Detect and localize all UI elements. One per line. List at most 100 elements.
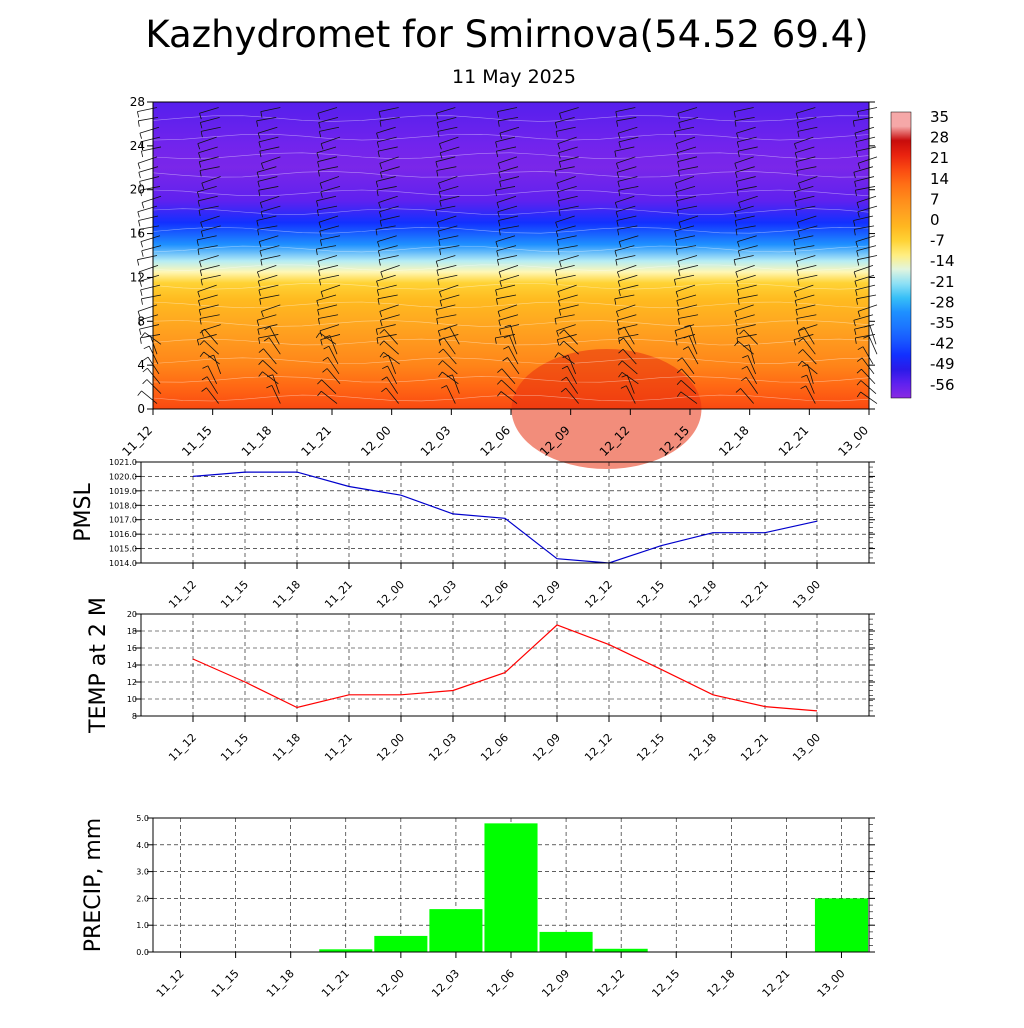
- wind-barb-feather: [558, 300, 561, 307]
- wind-barb: [734, 156, 754, 164]
- wind-barb-feather: [555, 230, 559, 238]
- wind-barb-feather: [376, 132, 379, 139]
- wind-barb: [676, 195, 697, 202]
- wind-barb-feather: [677, 209, 679, 216]
- wind-barb: [738, 340, 754, 355]
- contour-line: [152, 171, 870, 178]
- wind-barb: [559, 255, 579, 262]
- wind-barb-feather: [736, 337, 739, 344]
- temperature-field: [153, 102, 869, 409]
- wind-barb: [616, 156, 636, 164]
- wind-barb: [197, 186, 217, 193]
- wind-barb: [197, 235, 217, 241]
- wind-barb: [140, 235, 161, 242]
- wind-barb-feather: [497, 259, 500, 266]
- wind-barb-feather: [435, 161, 438, 168]
- contour-line: [152, 376, 870, 383]
- wind-barb-feather: [797, 230, 800, 238]
- wind-barb: [260, 255, 281, 261]
- y-tick-label: 16: [130, 227, 145, 241]
- wind-barb-feather: [677, 357, 683, 362]
- wind-barb-feather: [377, 298, 380, 305]
- wind-barb-feather: [197, 200, 200, 207]
- wind-barb-feather: [675, 249, 678, 256]
- wind-barb: [379, 205, 399, 213]
- wind-barb: [678, 116, 699, 123]
- x-tick-label: 12_21: [776, 423, 812, 459]
- wind-barb: [736, 324, 756, 330]
- wind-barb-feather: [614, 202, 618, 209]
- wind-barb: [558, 352, 575, 365]
- wind-barb-feather: [853, 172, 856, 179]
- wind-barb: [678, 264, 699, 271]
- wind-barb-feather: [137, 390, 142, 396]
- wind-barb-feather: [198, 161, 202, 168]
- wind-barb-feather: [737, 151, 740, 158]
- wind-barb-feather: [376, 289, 380, 296]
- wind-barb-feather: [556, 239, 559, 246]
- wind-barb: [556, 225, 576, 232]
- x-tick-label: 12_03: [418, 423, 454, 459]
- x-tick-label: 12_03: [426, 731, 459, 764]
- wind-barb: [319, 126, 340, 132]
- wind-barb-feather: [676, 152, 679, 159]
- wind-barb: [795, 304, 816, 311]
- wind-barb-feather: [495, 190, 497, 197]
- wind-barb-feather: [378, 202, 381, 209]
- wind-barb: [793, 235, 814, 241]
- wind-barb-feather: [320, 239, 323, 246]
- wind-barb: [379, 255, 399, 261]
- wind-barb-feather: [498, 271, 502, 278]
- wind-barb: [736, 274, 756, 282]
- wind-barb-feather: [260, 259, 263, 266]
- wind-barb: [677, 205, 698, 211]
- wind-barb-feather: [856, 380, 862, 386]
- wind-barb-feather: [674, 182, 678, 189]
- wind-barb: [203, 351, 220, 365]
- wind-barb-feather: [199, 318, 202, 325]
- wind-barb: [674, 324, 695, 332]
- contour-line: [152, 226, 870, 234]
- wind-barb: [262, 371, 279, 385]
- wind-barb-feather: [257, 181, 260, 188]
- wind-barb: [674, 225, 695, 232]
- wind-barb: [499, 126, 520, 134]
- wind-barb-feather: [793, 239, 796, 246]
- wind-barb: [375, 225, 396, 230]
- wind-barb: [853, 116, 874, 122]
- wind-barb-feather: [140, 241, 143, 248]
- wind-barb-feather: [674, 230, 677, 238]
- wind-barb-feather: [257, 229, 260, 236]
- wind-barb-feather: [735, 229, 738, 236]
- wind-barb-feather: [554, 318, 557, 325]
- wind-barb-feather: [734, 220, 737, 227]
- wind-barb: [857, 304, 878, 312]
- wind-barb-feather: [737, 298, 740, 305]
- wind-barb: [263, 348, 277, 365]
- y-axis-label: TEMP at 2 M: [86, 597, 111, 734]
- wind-barb-feather: [439, 143, 442, 150]
- colorbar-label: 35: [930, 108, 949, 126]
- wind-barb-feather: [379, 352, 384, 358]
- wind-barb: [199, 304, 219, 311]
- wind-barb: [615, 195, 635, 203]
- wind-barb: [854, 274, 875, 282]
- precip-bar: [484, 823, 538, 952]
- wind-barb-feather: [436, 270, 439, 277]
- wind-barb-feather: [734, 120, 737, 127]
- wind-barb-feather: [322, 356, 329, 362]
- wind-barb-feather: [437, 279, 440, 286]
- wind-barb-feather: [379, 311, 383, 318]
- wind-barb-feather: [678, 318, 680, 325]
- wind-barb-feather: [794, 152, 798, 159]
- wind-barb: [554, 314, 575, 319]
- wind-barb: [443, 337, 456, 355]
- wind-barb-feather: [616, 311, 619, 318]
- contour-line: [152, 338, 870, 346]
- y-tick-label: 1017.0: [109, 516, 137, 525]
- wind-barb: [320, 136, 341, 144]
- wind-barb-feather: [199, 261, 202, 268]
- wind-barb-feather: [198, 300, 201, 307]
- wind-barb-feather: [439, 291, 442, 298]
- wind-barb-feather: [497, 368, 503, 373]
